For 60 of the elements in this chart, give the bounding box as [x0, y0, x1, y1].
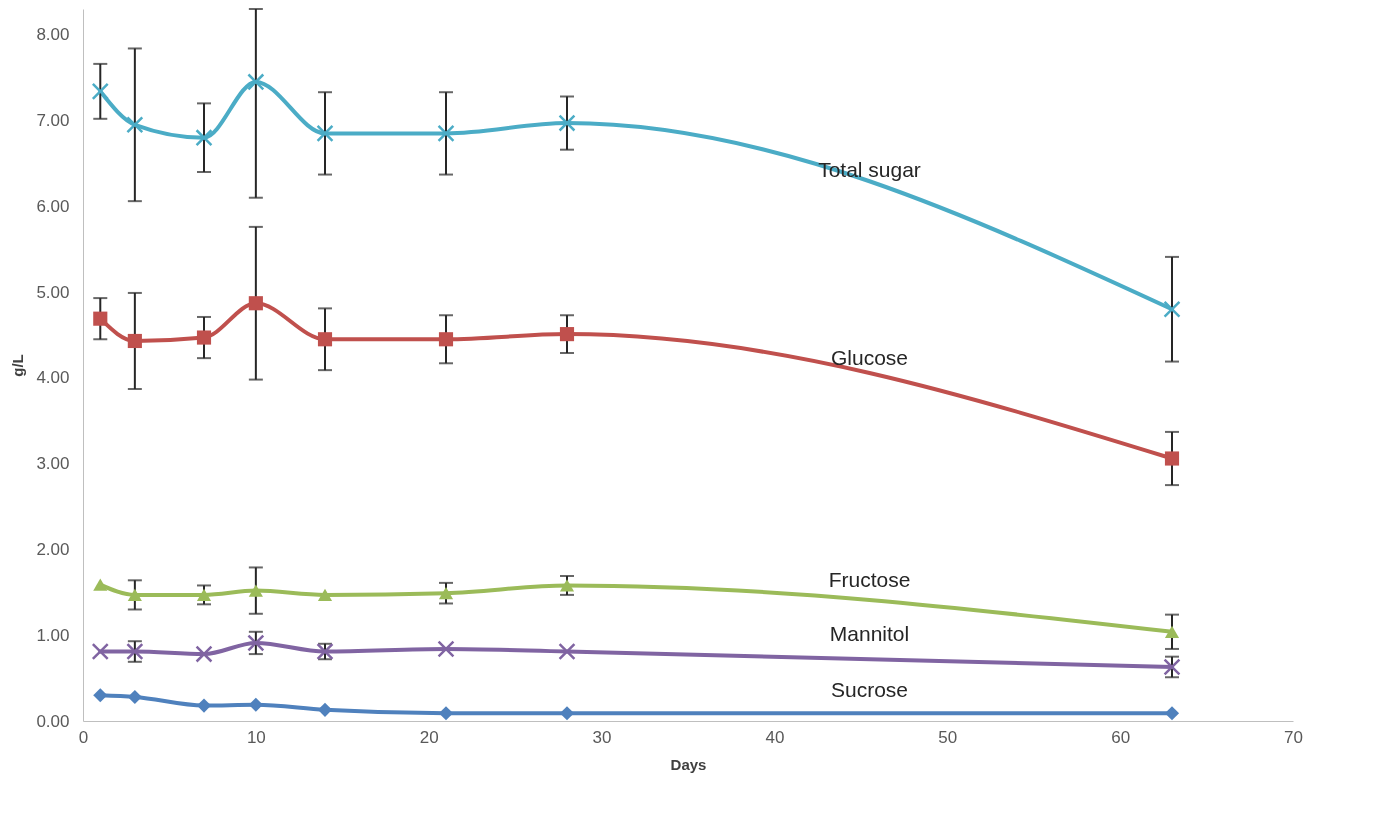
point: [248, 697, 263, 712]
point: [558, 642, 576, 661]
point: [247, 634, 265, 652]
y-tick-label: 3.00: [36, 454, 70, 474]
y-tick-label: 6.00: [36, 196, 70, 216]
point: [91, 82, 109, 101]
x-tick-label: 70: [1284, 727, 1303, 747]
point: [317, 332, 333, 347]
point: [438, 587, 454, 600]
point: [91, 642, 109, 661]
point: [316, 124, 334, 143]
point: [559, 327, 575, 342]
point: [1164, 625, 1180, 638]
point: [438, 706, 454, 721]
point: [437, 640, 455, 658]
point: [195, 129, 213, 147]
y-tick-label: 5.00: [36, 282, 70, 302]
point: [195, 645, 213, 663]
x-tick-label: 0: [78, 727, 89, 747]
point: [126, 116, 144, 134]
point: [127, 333, 142, 349]
point: [559, 579, 575, 592]
x-tick-label: 20: [419, 727, 439, 747]
x-tick-label: 40: [765, 727, 785, 747]
point: [438, 332, 454, 347]
point: [196, 330, 212, 345]
point: [93, 311, 108, 326]
x-tick-label: 60: [1111, 727, 1131, 747]
series-label: Mannitol: [829, 622, 910, 646]
point: [196, 698, 212, 713]
point: [247, 73, 265, 91]
y-tick-label: 8.00: [36, 25, 70, 45]
x-tick-label: 10: [246, 727, 266, 747]
y-tick-label: 0.00: [36, 711, 70, 731]
point: [248, 584, 263, 597]
point: [317, 702, 333, 717]
point: [558, 114, 576, 132]
point: [196, 588, 212, 602]
point: [93, 688, 108, 703]
y-tick-label: 4.00: [36, 368, 70, 388]
point: [127, 588, 142, 602]
point: [248, 296, 263, 311]
y-tick-label: 1.00: [36, 625, 70, 645]
x-tick-label: 50: [938, 727, 958, 747]
y-tick-label: 7.00: [36, 111, 70, 131]
y-axis-title: g/L: [9, 354, 27, 377]
y-tick-label: 2.00: [36, 539, 70, 559]
point: [1164, 451, 1180, 466]
series-label: Glucose: [830, 345, 909, 369]
point: [1163, 300, 1181, 318]
x-axis-title: Days: [670, 755, 707, 773]
point: [93, 578, 108, 591]
x-tick-label: 30: [592, 727, 612, 747]
point: [437, 124, 455, 143]
point: [127, 689, 142, 705]
series-label: Sucrose: [830, 678, 909, 702]
point: [559, 706, 575, 721]
point: [1164, 706, 1180, 721]
point: [317, 588, 333, 602]
series-label: Fructose: [828, 567, 911, 591]
